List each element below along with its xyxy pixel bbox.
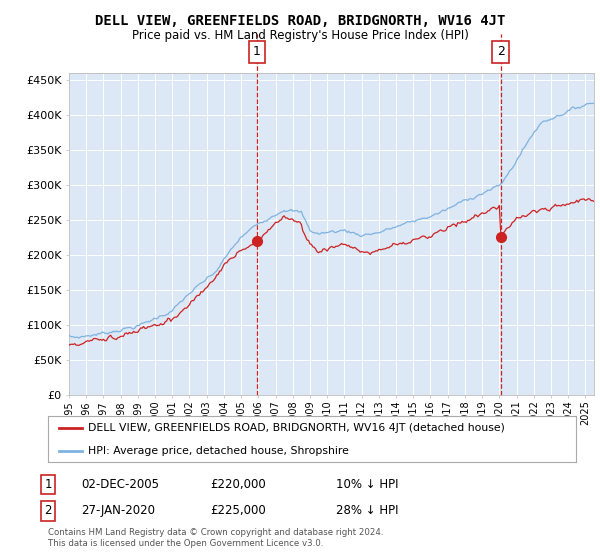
Text: 2: 2 — [44, 504, 52, 517]
Text: £220,000: £220,000 — [210, 478, 266, 491]
Text: 27-JAN-2020: 27-JAN-2020 — [81, 504, 155, 517]
Text: 1: 1 — [253, 45, 261, 58]
Text: 1: 1 — [44, 478, 52, 491]
Text: HPI: Average price, detached house, Shropshire: HPI: Average price, detached house, Shro… — [88, 446, 349, 455]
Text: 28% ↓ HPI: 28% ↓ HPI — [336, 504, 398, 517]
Text: £225,000: £225,000 — [210, 504, 266, 517]
Text: 2: 2 — [497, 45, 505, 58]
Text: Price paid vs. HM Land Registry's House Price Index (HPI): Price paid vs. HM Land Registry's House … — [131, 29, 469, 42]
Text: Contains HM Land Registry data © Crown copyright and database right 2024.
This d: Contains HM Land Registry data © Crown c… — [48, 528, 383, 548]
Text: 02-DEC-2005: 02-DEC-2005 — [81, 478, 159, 491]
Text: 10% ↓ HPI: 10% ↓ HPI — [336, 478, 398, 491]
Text: DELL VIEW, GREENFIELDS ROAD, BRIDGNORTH, WV16 4JT (detached house): DELL VIEW, GREENFIELDS ROAD, BRIDGNORTH,… — [88, 423, 505, 433]
Text: DELL VIEW, GREENFIELDS ROAD, BRIDGNORTH, WV16 4JT: DELL VIEW, GREENFIELDS ROAD, BRIDGNORTH,… — [95, 14, 505, 28]
